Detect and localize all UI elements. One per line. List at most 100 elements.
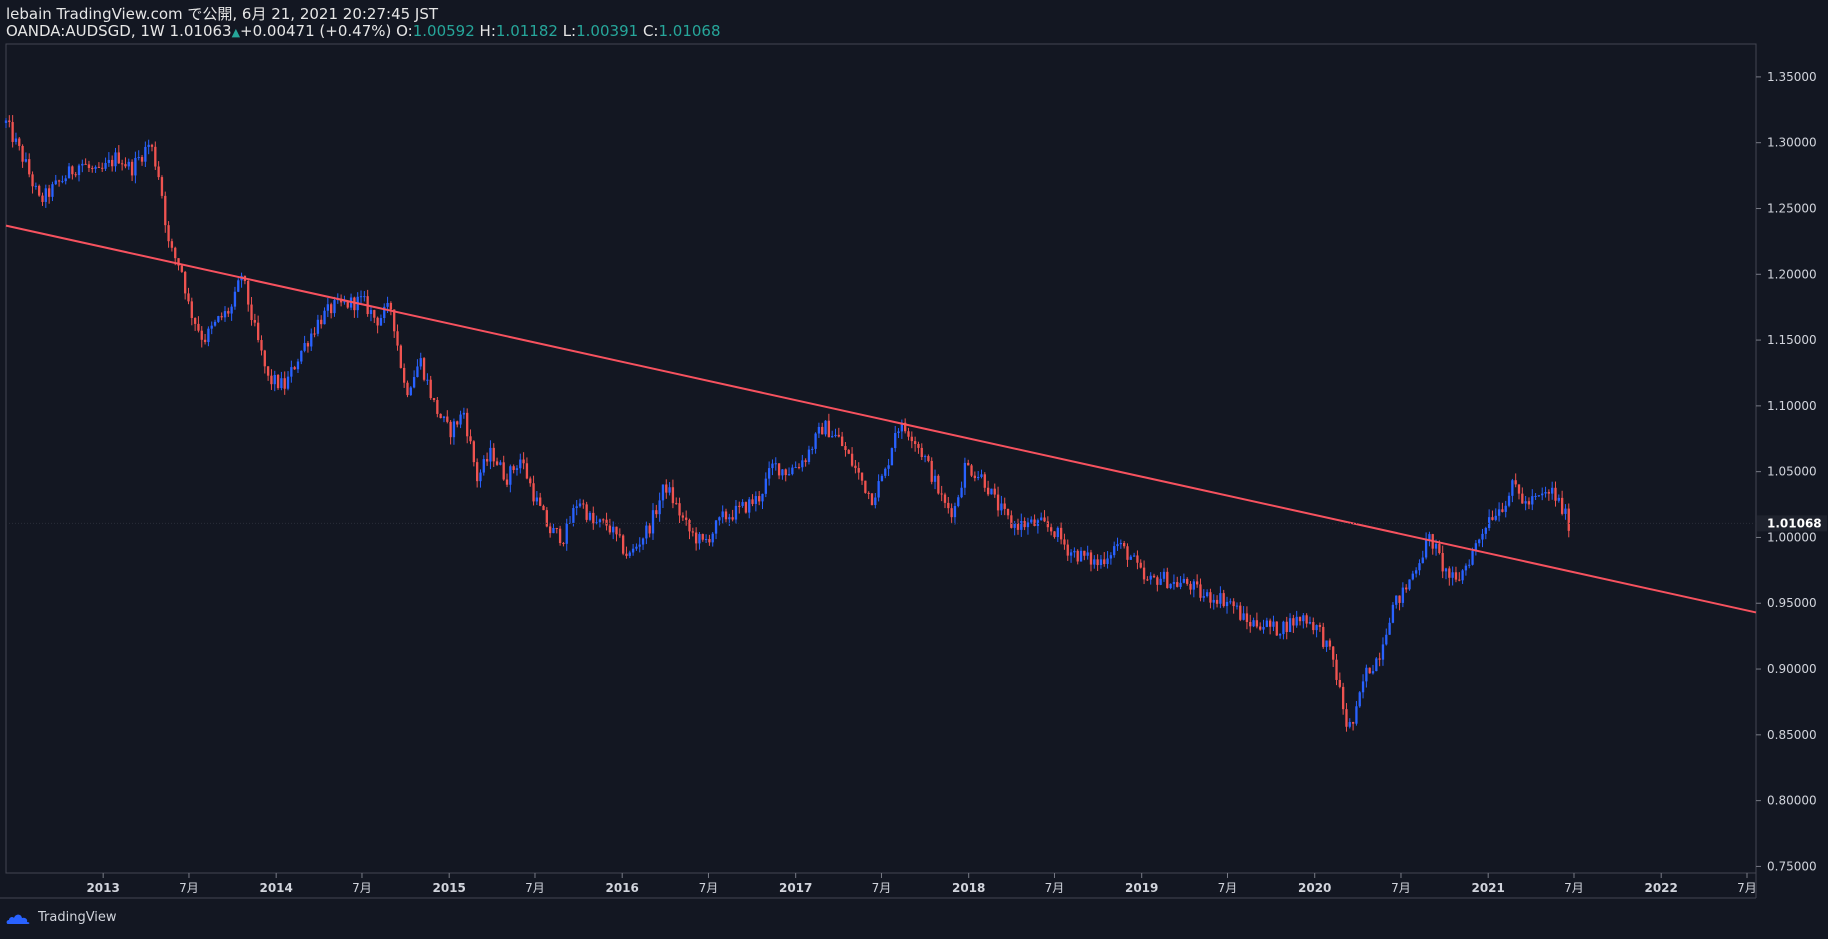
candle-body: [1312, 622, 1315, 631]
candle-body: [1414, 570, 1418, 574]
candle-body: [1086, 552, 1089, 556]
descending-trendline[interactable]: [5, 224, 1757, 614]
candle-body: [1252, 620, 1255, 627]
candle-body: [130, 161, 134, 176]
symbol-label[interactable]: OANDA:AUDSGD, 1W: [6, 22, 165, 40]
candle-body: [933, 475, 937, 482]
candle-body: [429, 379, 432, 399]
candle-body: [257, 322, 260, 341]
candle-body: [47, 188, 51, 197]
candle-body: [558, 528, 562, 544]
candle-body: [67, 166, 71, 179]
candle-body: [821, 426, 824, 435]
candle-body: [426, 379, 429, 381]
candle-body: [343, 301, 346, 303]
candle-body: [588, 512, 592, 520]
candle-body: [734, 505, 738, 520]
candle-body: [316, 319, 320, 334]
candle-body: [1524, 501, 1527, 504]
brand-label: TradingView: [38, 910, 117, 925]
candle-body: [1494, 515, 1497, 520]
candle-body: [890, 448, 894, 466]
candle-body: [1272, 621, 1275, 627]
candle-body: [714, 520, 718, 534]
candle-body: [280, 378, 283, 389]
y-tick-label: 0.90000: [1767, 662, 1817, 676]
candle-body: [1288, 618, 1292, 633]
candle-body: [207, 328, 210, 343]
candle-body: [724, 511, 728, 520]
candle-body: [957, 497, 960, 507]
candle-body: [621, 535, 625, 554]
candle-body: [1385, 634, 1388, 645]
candle-body: [300, 350, 303, 362]
candle-body: [996, 494, 1000, 511]
candle-body: [1103, 559, 1106, 565]
candle-body: [1146, 579, 1149, 581]
candle-body: [296, 361, 300, 370]
candle-body: [1066, 544, 1069, 556]
candle-body: [539, 497, 542, 506]
candle-body: [482, 459, 485, 473]
candle-body: [1040, 517, 1043, 521]
candle-body: [1182, 578, 1186, 583]
candle-body: [519, 459, 522, 469]
candle-body: [907, 431, 910, 437]
candle-body: [578, 503, 582, 507]
candle-body: [479, 472, 482, 482]
candle-body: [1285, 621, 1288, 633]
candle-body: [645, 525, 648, 539]
candle-body: [668, 487, 671, 493]
candle-body: [263, 350, 266, 367]
candle-body: [320, 319, 323, 325]
candle-body: [744, 502, 748, 513]
candle-body: [359, 296, 363, 298]
candle-body: [1083, 550, 1086, 556]
y-tick-label: 1.15000: [1767, 333, 1817, 347]
candle-body: [1059, 527, 1063, 540]
candle-body: [548, 526, 552, 534]
candle-body: [1209, 592, 1212, 603]
candle-body: [1016, 523, 1020, 530]
candle-body: [1355, 706, 1358, 724]
y-tick-label: 1.05000: [1767, 465, 1817, 479]
tradingview-brand[interactable]: TradingView: [6, 910, 117, 925]
high-value: 1.01182: [495, 22, 558, 40]
candle-body: [860, 472, 864, 481]
candle-body: [910, 436, 913, 442]
candle-body: [1368, 667, 1371, 674]
candle-body: [774, 463, 777, 465]
candle-body: [64, 178, 67, 182]
candle-body: [1487, 517, 1491, 528]
candle-body: [250, 304, 253, 321]
candle-body: [824, 420, 827, 435]
candle-body: [303, 343, 306, 351]
candle-body: [124, 164, 127, 167]
candle-body: [217, 316, 220, 322]
candle-body: [575, 506, 578, 509]
candle-body: [1259, 626, 1262, 630]
candle-body: [81, 163, 84, 166]
candle-body: [1202, 596, 1205, 598]
candle-body: [1401, 587, 1405, 603]
candle-body: [827, 420, 831, 438]
candle-body: [1079, 550, 1083, 562]
candle-body: [993, 488, 996, 495]
candle-body: [1292, 618, 1295, 626]
x-tick-label: 2019: [1125, 881, 1158, 895]
candle-body: [688, 519, 691, 532]
candle-body: [1295, 616, 1298, 626]
candle-body: [184, 271, 187, 294]
candle-body: [1541, 493, 1544, 496]
y-tick-label: 1.35000: [1767, 70, 1817, 84]
candle-body: [502, 462, 505, 480]
candle-body: [764, 478, 767, 494]
candle-body: [1265, 620, 1268, 627]
candle-body: [1189, 583, 1192, 590]
candle-body: [1405, 587, 1408, 590]
candle-body: [1132, 555, 1136, 557]
candle-body: [1063, 539, 1066, 545]
candle-body: [1043, 517, 1046, 522]
candle-body: [1255, 620, 1259, 627]
